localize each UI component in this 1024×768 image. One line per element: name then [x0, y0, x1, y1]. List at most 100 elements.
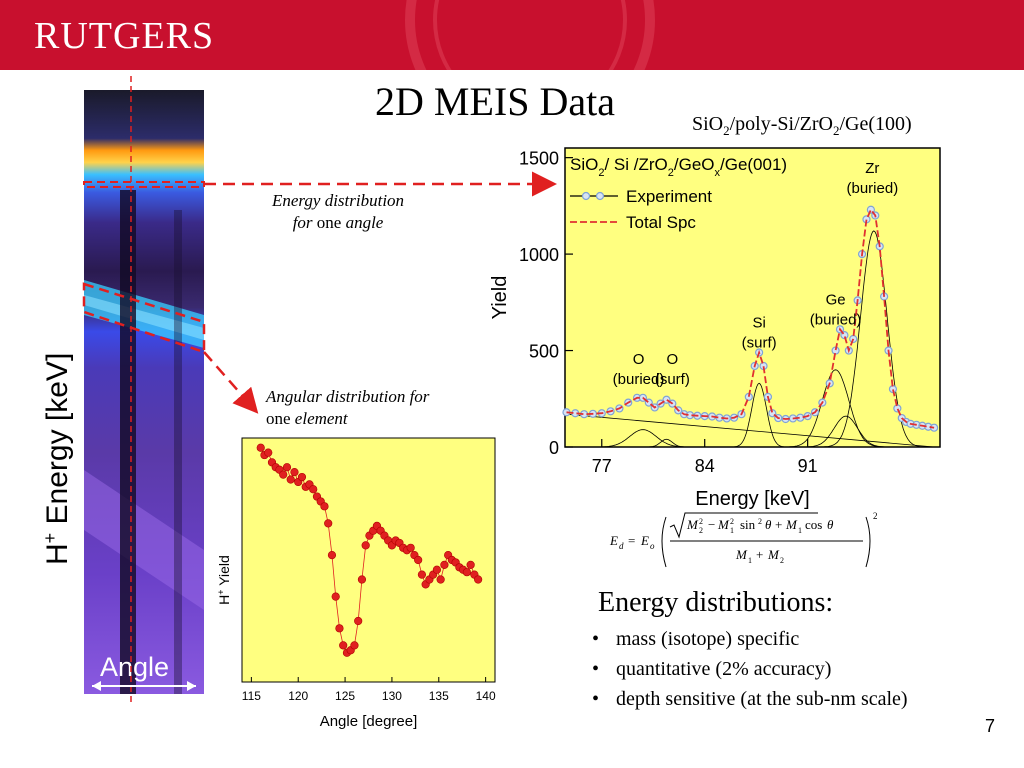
angular-data-point: [466, 560, 475, 569]
svg-text:1: 1: [798, 526, 802, 535]
angular-data-point: [335, 624, 344, 633]
peak-label: (buried): [613, 371, 665, 388]
svg-text:M: M: [785, 517, 798, 532]
y-axis-label: Yield: [489, 276, 511, 320]
angular-data-point: [320, 502, 329, 511]
chart-title: SiO2/ Si /ZrO2/GeOx/Ge(001): [570, 155, 787, 179]
y-tick-label: 500: [529, 342, 559, 362]
svg-text:2: 2: [873, 511, 878, 521]
x-axis-label: Angle [degree]: [320, 713, 418, 730]
peak-label: Zr: [865, 160, 879, 177]
angular-data-point: [279, 470, 288, 479]
legend-total-label: Total Spc: [626, 213, 696, 232]
svg-text:2: 2: [730, 517, 734, 526]
fit-component-curve: [729, 382, 789, 448]
page-number: 7: [985, 716, 996, 736]
energy-spectrum-chart: 0 500 1000 1500 77 84 91 Energy [keV] Yield SiO2/…: [489, 147, 941, 510]
angular-data-point: [357, 575, 367, 584]
angular-data-point: [256, 443, 265, 452]
fit-component-curve: [642, 438, 690, 448]
legend-experiment-marker: [595, 191, 605, 201]
angular-data-point: [417, 570, 427, 579]
energy-distribution-note: Energy distribution for one angle: [272, 191, 405, 232]
x-axis-label: Energy [keV]: [695, 488, 810, 510]
peak-label: O: [667, 351, 679, 368]
svg-text:2: 2: [699, 517, 703, 526]
svg-text:M: M: [717, 517, 730, 532]
angular-data-point: [282, 463, 292, 472]
fit-component-curve: [820, 230, 927, 448]
x-tick-label: 120: [288, 689, 308, 703]
svg-text:E: E: [640, 533, 649, 548]
svg-text:+: +: [775, 517, 782, 532]
list-item: quantitative (2% accuracy): [592, 654, 908, 684]
angular-distribution-note: Angular distribution for one element: [266, 387, 430, 428]
peak-label: (surf): [742, 334, 777, 351]
angular-data-point: [432, 565, 442, 574]
angular-data-point: [440, 560, 449, 569]
y-tick-label: 0: [549, 438, 559, 458]
energy-distributions-list: mass (isotope) specific quantitative (2%…: [592, 624, 908, 714]
angular-data-point: [324, 519, 333, 528]
angular-data-point: [414, 555, 423, 565]
svg-text:o: o: [650, 541, 655, 551]
svg-text:E: E: [609, 533, 618, 548]
y-tick-label: 1000: [519, 245, 559, 265]
y-axis-label: H+ Yield: [216, 555, 232, 605]
energy-slice-box: [83, 181, 205, 188]
angular-data-point: [290, 468, 299, 477]
svg-text:−: −: [708, 517, 715, 532]
svg-text:1: 1: [730, 526, 734, 535]
fit-component-curve: [782, 369, 889, 448]
angular-distribution-chart: 115 120 125 130 135 140 Angle [degree] H+ Yield: [216, 437, 496, 730]
svg-text:M: M: [735, 547, 748, 562]
svg-text:θ: θ: [765, 517, 772, 532]
peak-label: Ge: [826, 291, 846, 308]
fit-component-curve: [798, 415, 893, 448]
x-tick-label: 77: [592, 456, 612, 476]
angular-data-point: [327, 551, 337, 560]
rutgers-logo[interactable]: RUTGERS: [34, 15, 215, 57]
angular-data-point: [309, 485, 318, 494]
strip-x-axis-label: Angle: [100, 652, 170, 682]
total-spc-line: [566, 207, 935, 429]
angular-data-point: [354, 616, 363, 626]
sample-structure: SiO2/poly-Si/ZrO2/Ge(100): [692, 113, 912, 138]
experiment-point: [893, 404, 902, 413]
angular-data-point: [297, 472, 307, 482]
svg-text:M: M: [686, 517, 699, 532]
svg-text:M: M: [767, 547, 780, 562]
y-tick-label: 1500: [519, 149, 559, 169]
angular-data-point: [361, 541, 370, 550]
svg-text:sin: sin: [740, 517, 756, 532]
x-tick-label: 91: [798, 456, 818, 476]
peak-label: (buried): [847, 180, 899, 197]
angular-data-point: [331, 592, 340, 601]
list-item: mass (isotope) specific: [592, 624, 908, 654]
svg-text:cos: cos: [805, 517, 822, 532]
svg-text:2: 2: [780, 556, 784, 565]
svg-text:=: =: [628, 533, 635, 548]
energy-distributions-heading: Energy distributions:: [598, 587, 834, 618]
svg-text:1: 1: [748, 556, 752, 565]
angular-data-point: [339, 641, 348, 650]
angular-data-point: [462, 568, 471, 577]
peak-label: O: [633, 351, 645, 368]
x-tick-label: 140: [476, 689, 496, 703]
peak-label: (buried): [810, 311, 862, 328]
svg-text:2: 2: [758, 517, 762, 526]
angular-arrow: [203, 351, 259, 414]
legend-experiment-label: Experiment: [626, 187, 712, 206]
svg-text:2: 2: [699, 526, 703, 535]
x-tick-label: 84: [695, 456, 715, 476]
x-tick-label: 130: [382, 689, 402, 703]
angular-data-point: [436, 575, 445, 584]
fit-component-curve: [590, 429, 696, 448]
angular-data-point: [264, 448, 273, 457]
seal-watermark-icon: [405, 0, 655, 70]
angular-data-point: [350, 641, 359, 650]
svg-text:θ: θ: [827, 517, 834, 532]
x-tick-label: 125: [335, 689, 355, 703]
